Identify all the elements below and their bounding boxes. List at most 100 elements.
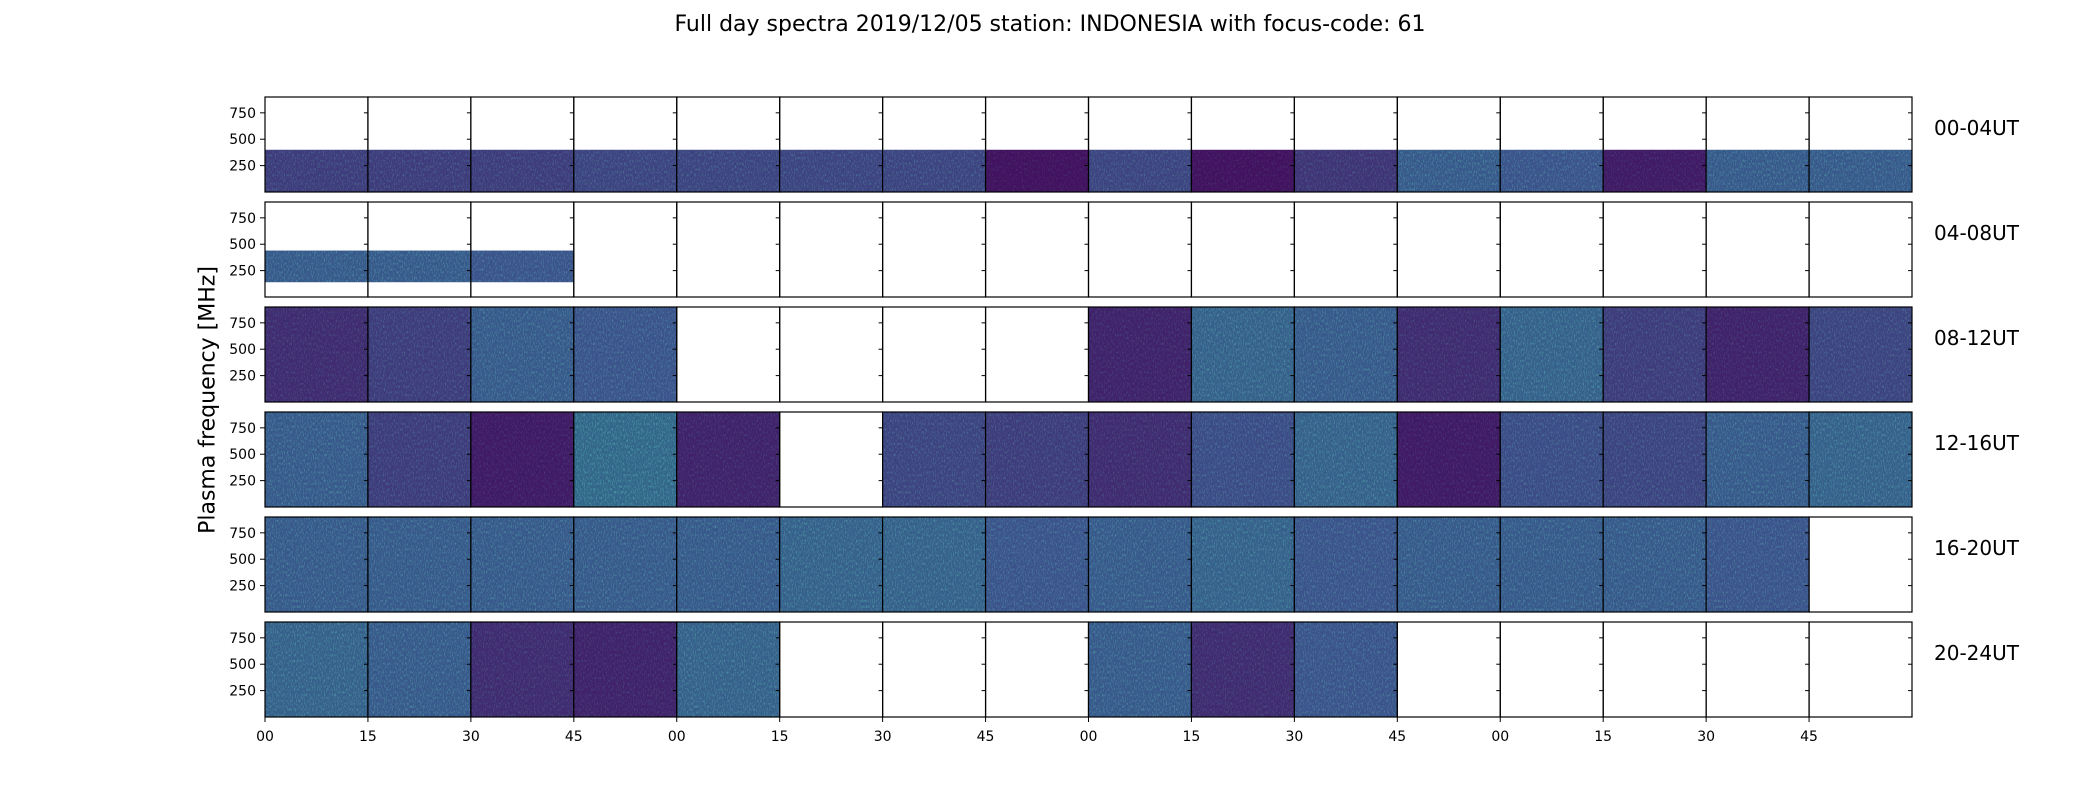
y-tick-label: 750 bbox=[229, 316, 256, 332]
spectrogram-texture-16-20UT-7 bbox=[985, 517, 1089, 612]
panel-frame-04-08UT-9 bbox=[1190, 201, 1295, 298]
panel-frame-08-12UT-15 bbox=[1808, 306, 1913, 403]
row-label: 16-20UT bbox=[1934, 536, 2020, 560]
panel-row-12-16UT bbox=[264, 411, 1913, 508]
panel-frame-20-24UT-12 bbox=[1499, 621, 1604, 718]
spectrogram-texture-00-04UT-3 bbox=[573, 149, 677, 192]
spectrogram-texture-12-16UT-12 bbox=[1500, 412, 1604, 507]
x-tick-label: 00 bbox=[668, 729, 686, 745]
panel-row-16-20UT bbox=[264, 516, 1913, 613]
spectrogram-texture-00-04UT-0 bbox=[265, 149, 368, 192]
panel-frame-20-24UT-15 bbox=[1808, 621, 1913, 718]
ticks-layer: 250 500 750 00-04UT 250 500 750 04-08UT 250 500 75… bbox=[229, 106, 2019, 745]
x-tick-label: 15 bbox=[1183, 729, 1201, 745]
y-tick-label: 750 bbox=[229, 211, 256, 227]
panel-frame-04-08UT-12 bbox=[1499, 201, 1604, 298]
panel-frame-16-20UT-15 bbox=[1808, 516, 1913, 613]
y-tick-label: 500 bbox=[229, 132, 256, 148]
panel-frame-12-16UT-15 bbox=[1808, 411, 1913, 508]
x-tick-label: 30 bbox=[1697, 729, 1715, 745]
spectrogram-texture-20-24UT-1 bbox=[367, 622, 471, 717]
x-tick-label: 15 bbox=[359, 729, 377, 745]
spectrogram-texture-00-04UT-8 bbox=[1088, 149, 1192, 192]
spectrogram-texture-12-16UT-10 bbox=[1294, 412, 1398, 507]
spectrogram-texture-08-12UT-13 bbox=[1603, 307, 1707, 402]
panel-frame-08-12UT-4 bbox=[676, 306, 781, 403]
panel-frame-20-24UT-11 bbox=[1396, 621, 1501, 718]
spectrogram-texture-20-24UT-3 bbox=[573, 622, 677, 717]
y-tick-label: 250 bbox=[229, 579, 256, 595]
spectrogram-texture-20-24UT-2 bbox=[470, 622, 574, 717]
spectrogram-texture-08-12UT-11 bbox=[1397, 307, 1501, 402]
panel-frame-04-08UT-4 bbox=[676, 201, 781, 298]
panel-frame-04-08UT-11 bbox=[1396, 201, 1501, 298]
spectrogram-texture-20-24UT-10 bbox=[1294, 622, 1398, 717]
spectrogram-texture-00-04UT-6 bbox=[882, 149, 986, 192]
x-tick-label: 15 bbox=[771, 729, 789, 745]
spectrogram-texture-08-12UT-3 bbox=[573, 307, 677, 402]
y-tick-label: 500 bbox=[229, 342, 256, 358]
x-tick-label: 45 bbox=[1388, 729, 1406, 745]
x-tick-label: 45 bbox=[565, 729, 583, 745]
spectrogram-texture-20-24UT-9 bbox=[1191, 622, 1295, 717]
spectrogram-texture-08-12UT-0 bbox=[265, 307, 368, 402]
y-tick-label: 250 bbox=[229, 159, 256, 175]
spectrogram-texture-00-04UT-2 bbox=[470, 149, 574, 192]
spectrogram-texture-00-04UT-15 bbox=[1809, 149, 1912, 192]
spectrogram-texture-12-16UT-1 bbox=[367, 412, 471, 507]
y-tick-label: 250 bbox=[229, 369, 256, 385]
panel-frame-08-12UT-6 bbox=[882, 306, 987, 403]
panel-frame-04-08UT-8 bbox=[1087, 201, 1193, 298]
spectrogram-texture-00-04UT-12 bbox=[1500, 149, 1604, 192]
panel-frame-08-12UT-7 bbox=[984, 306, 1090, 403]
panel-row-20-24UT bbox=[264, 621, 1913, 718]
y-tick-label: 250 bbox=[229, 264, 256, 280]
y-tick-label: 500 bbox=[229, 237, 256, 253]
panels-layer bbox=[264, 96, 1913, 718]
spectrogram-texture-16-20UT-14 bbox=[1706, 517, 1810, 612]
spectrogram-texture-16-20UT-0 bbox=[265, 517, 368, 612]
spectrogram-texture-16-20UT-8 bbox=[1088, 517, 1192, 612]
panel-frame-04-08UT-2 bbox=[470, 201, 575, 298]
panel-frame-20-24UT-6 bbox=[882, 621, 987, 718]
panel-frame-20-24UT-7 bbox=[984, 621, 1090, 718]
row-label: 00-04UT bbox=[1934, 116, 2020, 140]
spectrogram-texture-04-08UT-1 bbox=[367, 250, 471, 283]
panel-frame-12-16UT-5 bbox=[779, 411, 884, 508]
x-tick-label: 45 bbox=[977, 729, 995, 745]
y-tick-label: 250 bbox=[229, 474, 256, 490]
y-tick-label: 500 bbox=[229, 552, 256, 568]
panel-row-04-08UT bbox=[264, 201, 1913, 298]
panel-frame-20-24UT-5 bbox=[779, 621, 884, 718]
spectrogram-texture-20-24UT-4 bbox=[676, 622, 780, 717]
spectrogram-texture-12-16UT-13 bbox=[1603, 412, 1707, 507]
x-tick-label: 30 bbox=[1285, 729, 1303, 745]
row-label: 20-24UT bbox=[1934, 641, 2020, 665]
spectrogram-texture-16-20UT-6 bbox=[882, 517, 986, 612]
spectrogram-texture-12-16UT-4 bbox=[676, 412, 780, 507]
row-label: 08-12UT bbox=[1934, 326, 2020, 350]
spectrogram-texture-08-12UT-10 bbox=[1294, 307, 1398, 402]
chart-title: Full day spectra 2019/12/05 station: IND… bbox=[674, 12, 1426, 37]
spectrogram-texture-12-16UT-7 bbox=[985, 412, 1089, 507]
spectrogram-texture-08-12UT-12 bbox=[1500, 307, 1604, 402]
spectrogram-texture-16-20UT-13 bbox=[1603, 517, 1707, 612]
spectrogram-texture-16-20UT-4 bbox=[676, 517, 780, 612]
spectrogram-texture-08-12UT-2 bbox=[470, 307, 574, 402]
spectrogram-texture-08-12UT-9 bbox=[1191, 307, 1295, 402]
spectrogram-texture-16-20UT-9 bbox=[1191, 517, 1295, 612]
row-label: 04-08UT bbox=[1934, 221, 2020, 245]
spectrogram-texture-12-16UT-3 bbox=[573, 412, 677, 507]
spectrogram-texture-00-04UT-5 bbox=[779, 149, 883, 192]
y-tick-label: 750 bbox=[229, 421, 256, 437]
panel-frame-08-12UT-5 bbox=[779, 306, 884, 403]
x-tick-label: 00 bbox=[1080, 729, 1098, 745]
x-tick-label: 45 bbox=[1800, 729, 1818, 745]
spectrogram-texture-08-12UT-15 bbox=[1809, 307, 1912, 402]
spectrogram-texture-16-20UT-12 bbox=[1500, 517, 1604, 612]
y-tick-label: 750 bbox=[229, 106, 256, 122]
panel-frame-04-08UT-5 bbox=[779, 201, 884, 298]
spectrogram-texture-16-20UT-3 bbox=[573, 517, 677, 612]
spectrogram-texture-20-24UT-8 bbox=[1088, 622, 1192, 717]
